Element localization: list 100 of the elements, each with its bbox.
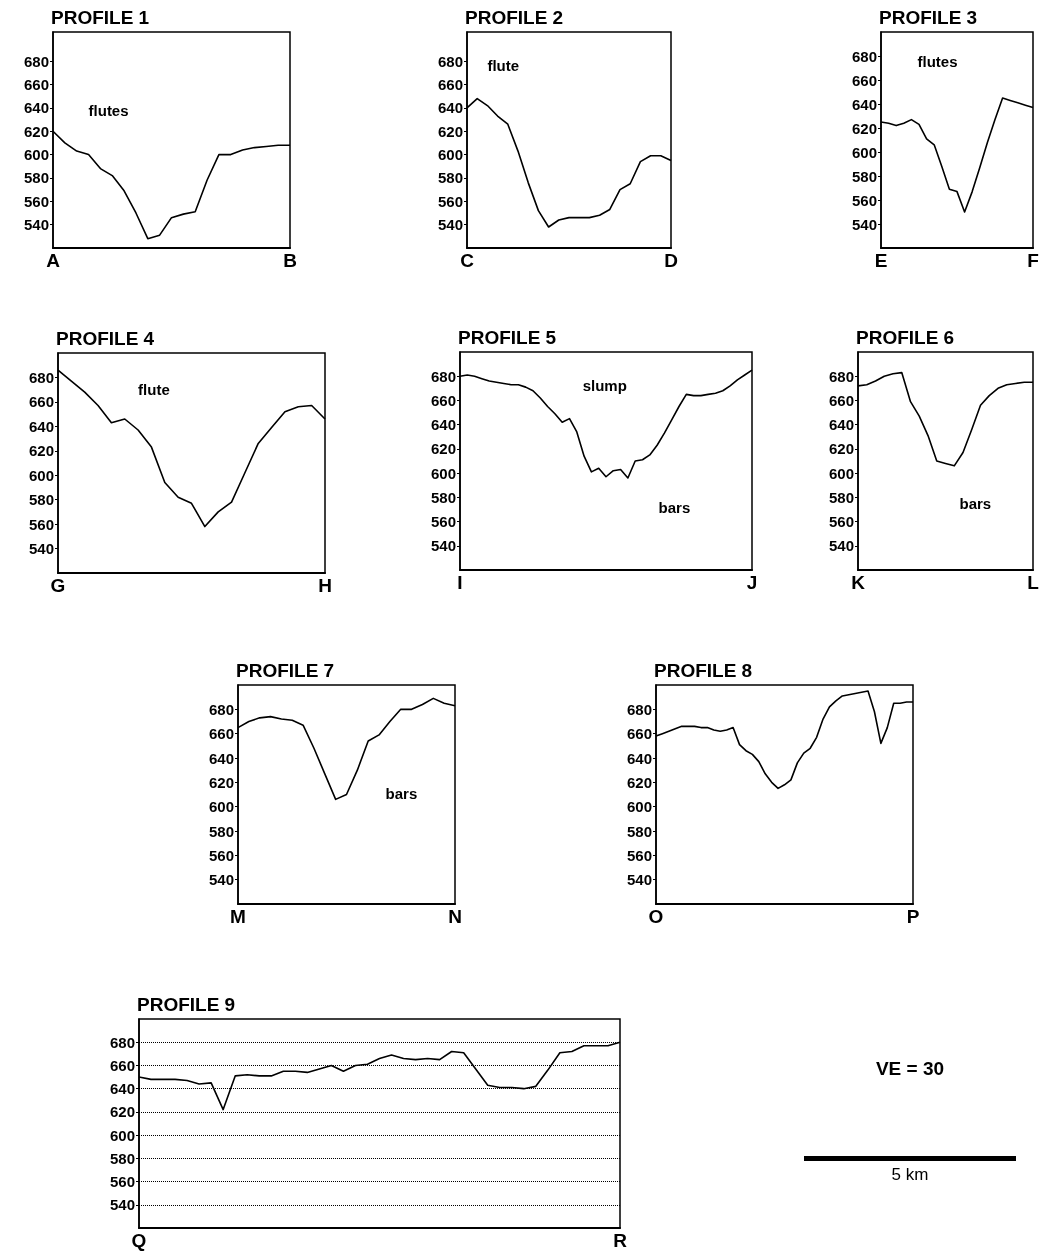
y-tick-label: 540 <box>437 216 463 234</box>
x-tick-label: J <box>746 572 758 593</box>
y-tick-label: 540 <box>109 1196 135 1214</box>
x-tick-label: P <box>906 906 920 927</box>
y-tick-label: 660 <box>23 76 49 94</box>
text: 5 km <box>890 1165 930 1185</box>
y-tick-label: 640 <box>437 99 463 117</box>
y-tick-label: 600 <box>626 798 652 816</box>
y-tick-label: 660 <box>109 1056 135 1074</box>
x-tick-label: I <box>457 572 463 593</box>
y-tick-label: 580 <box>430 488 456 506</box>
y-tick-label: 640 <box>851 95 877 113</box>
y-tick-label: 620 <box>430 440 456 458</box>
y-tick-label: 560 <box>851 191 877 209</box>
y-tick-label: 620 <box>437 122 463 140</box>
chart-title: PROFILE 2 <box>465 7 564 28</box>
annotation: flute <box>487 56 520 74</box>
y-tick-label: 620 <box>626 773 652 791</box>
y-tick-label: 560 <box>109 1173 135 1191</box>
y-tick-label: 620 <box>28 442 54 460</box>
y-tick-label: 620 <box>109 1103 135 1121</box>
y-tick-label: 580 <box>208 822 234 840</box>
y-tick-label: 680 <box>626 700 652 718</box>
x-tick-label: A <box>46 250 61 271</box>
x-tick-label: Q <box>131 1230 147 1251</box>
y-tick-label: 540 <box>28 540 54 558</box>
y-tick-label: 560 <box>828 513 854 531</box>
x-tick-label: O <box>648 906 664 927</box>
x-tick-label: G <box>50 575 66 596</box>
y-tick-label: 540 <box>208 871 234 889</box>
annotation: slump <box>582 377 627 395</box>
y-tick-label: 540 <box>23 216 49 234</box>
y-tick-label: 600 <box>430 464 456 482</box>
y-tick-label: 660 <box>437 76 463 94</box>
y-tick-label: 620 <box>208 773 234 791</box>
x-tick-label: B <box>283 250 297 271</box>
y-tick-label: 680 <box>437 52 463 70</box>
y-tick-label: 640 <box>23 99 49 117</box>
y-tick-label: 580 <box>28 491 54 509</box>
x-tick-label: H <box>318 575 332 596</box>
annotation: flute <box>138 380 170 398</box>
annotation: bars <box>385 784 418 802</box>
annotation: bars <box>658 499 691 517</box>
y-tick-label: 560 <box>437 192 463 210</box>
y-tick-label: 660 <box>626 725 652 743</box>
x-tick-label: R <box>613 1230 628 1251</box>
y-tick-label: 620 <box>828 440 854 458</box>
y-tick-label: 640 <box>430 416 456 434</box>
y-tick-label: 660 <box>28 393 54 411</box>
y-tick-label: 600 <box>851 143 877 161</box>
annotation: flutes <box>917 52 958 70</box>
y-tick-label: 640 <box>28 417 54 435</box>
chart-title: PROFILE 4 <box>56 328 155 349</box>
y-tick-label: 680 <box>109 1033 135 1051</box>
y-tick-label: 660 <box>208 725 234 743</box>
y-tick-label: 580 <box>626 822 652 840</box>
x-tick-label: D <box>664 250 678 271</box>
y-tick-label: 580 <box>109 1149 135 1167</box>
y-tick-label: 560 <box>430 513 456 531</box>
y-tick-label: 680 <box>430 367 456 385</box>
x-tick-label: K <box>851 572 866 593</box>
chart-title: PROFILE 7 <box>236 660 335 681</box>
y-tick-label: 560 <box>626 846 652 864</box>
y-tick-label: 560 <box>28 515 54 533</box>
y-tick-label: 600 <box>109 1126 135 1144</box>
chart-title: PROFILE 1 <box>51 7 150 28</box>
chart-title: PROFILE 6 <box>856 327 955 348</box>
x-tick-label: E <box>874 250 888 271</box>
y-tick-label: 580 <box>437 169 463 187</box>
y-tick-label: 620 <box>851 119 877 137</box>
y-tick-label: 680 <box>28 368 54 386</box>
y-tick-label: 640 <box>828 416 854 434</box>
x-tick-label: L <box>1027 572 1040 593</box>
y-tick-label: 600 <box>208 798 234 816</box>
y-tick-label: 660 <box>851 71 877 89</box>
chart-title: PROFILE 3 <box>879 7 978 28</box>
y-tick-label: 600 <box>437 146 463 164</box>
chart-title: PROFILE 8 <box>654 660 753 681</box>
y-tick-label: 600 <box>28 466 54 484</box>
y-tick-label: 660 <box>430 391 456 409</box>
y-tick-label: 600 <box>828 464 854 482</box>
annotation: flutes <box>88 102 129 120</box>
x-tick-label: M <box>230 906 246 927</box>
x-tick-label: F <box>1027 250 1039 271</box>
y-tick-label: 580 <box>23 169 49 187</box>
chart-title: PROFILE 5 <box>458 327 557 348</box>
y-tick-label: 540 <box>851 215 877 233</box>
y-tick-label: 680 <box>23 52 49 70</box>
annotation: bars <box>959 494 992 512</box>
y-tick-label: 680 <box>851 47 877 65</box>
y-tick-label: 640 <box>109 1080 135 1098</box>
y-tick-label: 640 <box>208 749 234 767</box>
y-tick-label: 680 <box>208 700 234 718</box>
x-tick-label: C <box>460 250 475 271</box>
y-tick-label: 600 <box>23 146 49 164</box>
y-tick-label: 560 <box>208 846 234 864</box>
x-tick-label: N <box>448 906 462 927</box>
y-tick-label: 540 <box>828 537 854 555</box>
y-tick-label: 580 <box>851 167 877 185</box>
y-tick-label: 540 <box>430 537 456 555</box>
